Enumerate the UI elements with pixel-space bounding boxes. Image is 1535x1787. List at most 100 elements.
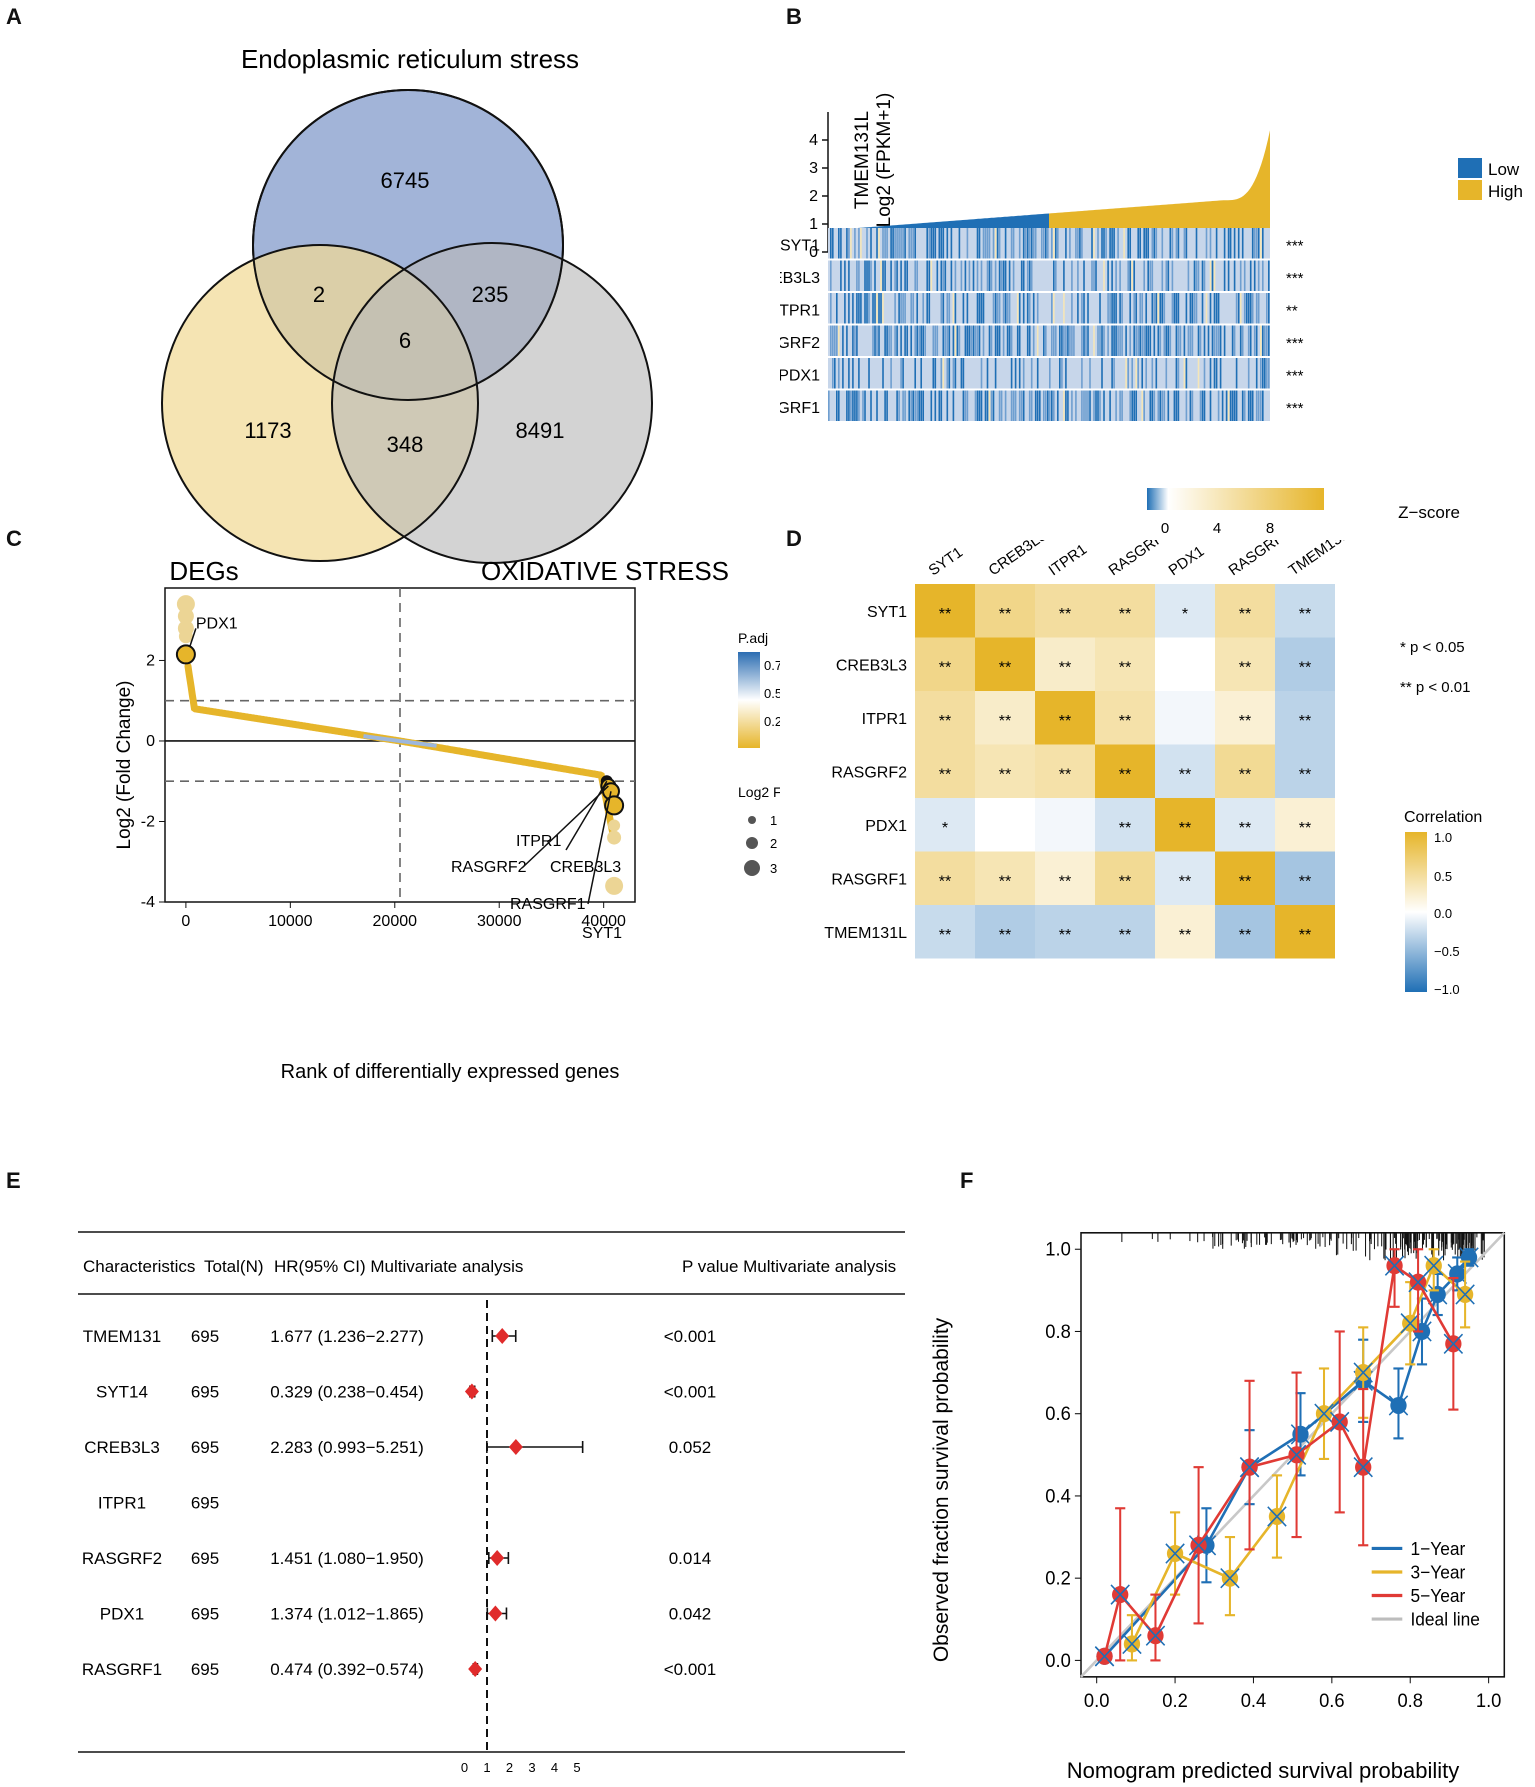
heatmap-cell	[916, 325, 919, 356]
corr-cell	[975, 637, 1035, 691]
heatmap-cell	[896, 325, 898, 356]
corr-tick-0: 0.0	[1434, 906, 1452, 921]
forest-row-name: RASGRF1	[82, 1660, 162, 1679]
heatmap-cell	[848, 260, 850, 291]
heatmap-cell	[894, 260, 896, 291]
legend-label: 5−Year	[1410, 1586, 1465, 1606]
heatmap-cell	[1143, 390, 1146, 421]
forest-x-tick: 1	[483, 1760, 490, 1775]
heatmap-cell	[882, 260, 884, 291]
heatmap-cell	[898, 228, 900, 259]
heatmap-cell	[980, 390, 983, 421]
heatmap-cell	[854, 390, 856, 421]
heatmap-cell	[1185, 358, 1188, 389]
correlation-colorbar	[1405, 832, 1427, 992]
heatmap-cell	[1195, 228, 1198, 259]
heatmap-cell	[958, 325, 961, 356]
heatmap-cell	[1059, 358, 1061, 389]
heatmap-cell	[1012, 260, 1015, 291]
heatmap-cell	[1239, 325, 1242, 356]
heatmap-cell	[1145, 358, 1148, 389]
heatmap-cell	[1197, 260, 1200, 291]
heatmap-cell	[1093, 390, 1095, 421]
heatmap-cell	[1177, 390, 1180, 421]
heatmap-cell	[1268, 325, 1270, 356]
heatmap-cell	[880, 293, 882, 324]
heatmap-cell	[1093, 325, 1095, 356]
venn-all: 6	[399, 328, 411, 353]
corr-sig: **	[1059, 713, 1071, 730]
heatmap-cell	[900, 260, 902, 291]
heatmap-cell	[1153, 390, 1156, 421]
heatmap-cell	[940, 260, 943, 291]
heatmap-cell	[830, 228, 832, 259]
heatmap-cell	[998, 228, 1001, 259]
forest-row-p: <0.001	[664, 1327, 716, 1346]
heatmap-cell	[976, 293, 979, 324]
heatmap-cell	[1262, 358, 1264, 389]
heatmap-cell	[1179, 325, 1182, 356]
heatmap-cell	[962, 358, 965, 389]
heatmap-cell	[1085, 325, 1087, 356]
heatmap-cell	[1199, 325, 1202, 356]
x-tick-label: 20000	[373, 913, 418, 930]
heatmap-cell	[932, 325, 935, 356]
corr-cell	[1275, 637, 1335, 691]
heatmap-cell	[1069, 228, 1071, 259]
heatmap-cell	[1099, 325, 1101, 356]
corr-cell	[1035, 905, 1095, 959]
heatmap-cell	[976, 228, 979, 259]
corr-cell	[1215, 798, 1275, 852]
heatmap-cell	[876, 390, 878, 421]
panel-letter-d: D	[786, 526, 802, 551]
heatmap-cell	[1149, 260, 1152, 291]
corr-sig: **	[1179, 820, 1191, 837]
padj-tick-075: 0.75	[764, 658, 780, 673]
heatmap-cell	[1187, 260, 1190, 291]
heatmap-cell	[1243, 293, 1246, 324]
heatmap-cell	[922, 325, 925, 356]
heatmap-sig-label: **	[1286, 302, 1298, 319]
heatmap-cell	[1016, 293, 1019, 324]
heatmap-cell	[1026, 260, 1029, 291]
heatmap-cell	[920, 358, 923, 389]
heatmap-cell	[1189, 390, 1192, 421]
heatmap-cell	[856, 293, 858, 324]
heatmap-cell	[972, 260, 975, 291]
heatmap-cell	[986, 358, 989, 389]
heatmap-cell	[1018, 293, 1021, 324]
heatmap-cell	[1111, 260, 1113, 291]
heatmap-cell	[1111, 325, 1113, 356]
heatmap-cell	[1063, 325, 1065, 356]
heatmap-cell	[1047, 228, 1049, 259]
heatmap-cell	[1147, 325, 1150, 356]
heatmap-cell	[1083, 390, 1085, 421]
heatmap-cell	[854, 325, 856, 356]
corr-sig: **	[1059, 766, 1071, 783]
heatmap-cell	[1203, 358, 1206, 389]
forest-row-name: ITPR1	[98, 1494, 146, 1513]
heatmap-cell	[1217, 390, 1220, 421]
heatmap-row-bg	[828, 325, 1270, 356]
forest-row-n: 695	[191, 1438, 219, 1457]
heatmap-cell	[1012, 228, 1015, 259]
heatmap-cell	[1241, 390, 1244, 421]
panel-b-ytick-label: 4	[809, 132, 818, 149]
heatmap-cell	[1264, 325, 1266, 356]
corr-cell	[1275, 798, 1335, 852]
legend-high-label: High	[1488, 182, 1523, 201]
heatmap-sig-label: ***	[1286, 270, 1304, 287]
heatmap-cell	[1063, 293, 1065, 324]
padj-tick-050: 0.50	[764, 686, 780, 701]
heatmap-cell	[858, 260, 860, 291]
corr-cell	[915, 798, 975, 852]
heatmap-cell	[1143, 260, 1146, 291]
heatmap-cell	[1026, 325, 1029, 356]
corr-sig: **	[1119, 873, 1131, 890]
heatmap-cell	[914, 260, 917, 291]
heatmap-cell	[882, 293, 884, 324]
heatmap-cell	[1053, 228, 1055, 259]
corr-cell	[915, 691, 975, 745]
heatmap-cell	[1243, 260, 1246, 291]
heatmap-cell	[1018, 325, 1021, 356]
